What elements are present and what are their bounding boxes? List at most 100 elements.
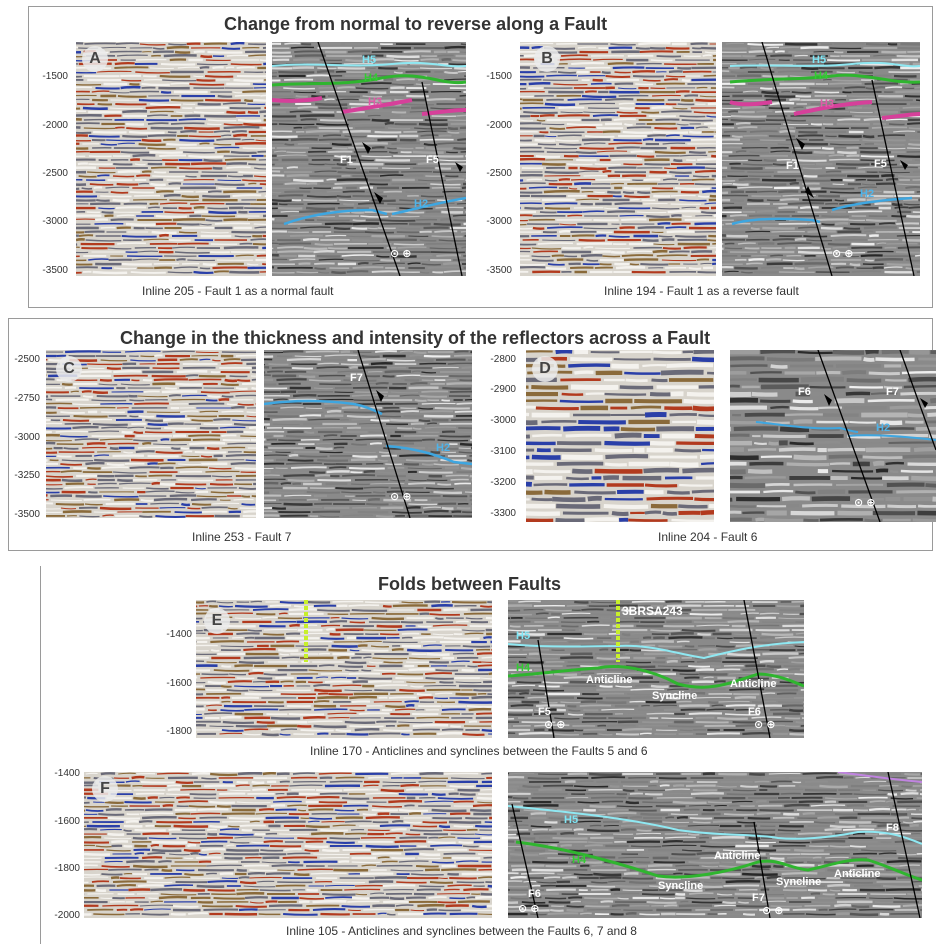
seismic-interpretation-b: H5 H4 H3 F1 F5 H2 ⊙ ⊕: [722, 42, 920, 276]
fault-motion-symbol: ⊙ ⊕: [544, 719, 566, 731]
fault-motion-symbol: ⊙ ⊕: [518, 903, 540, 915]
seismic-raw-b: [520, 42, 716, 276]
panel-badge-d: D: [532, 356, 558, 382]
tick-label: -1400: [166, 629, 192, 640]
label-h5: H5: [564, 814, 579, 826]
label-f5: F5: [426, 154, 439, 166]
label-h4: H4: [516, 662, 531, 674]
tick-label: -2000: [54, 910, 80, 921]
seismic-interpretation-c: F7 H2 ⊙ ⊕: [264, 350, 472, 518]
seismic-raw-a: [76, 42, 266, 276]
label-h4: H4: [814, 70, 829, 82]
panel-badge-e: E: [204, 608, 230, 634]
label-anticline: Anticline: [714, 850, 761, 862]
label-h2: H2: [876, 422, 891, 434]
tick-label: -2500: [486, 168, 512, 179]
label-h3: H3: [368, 96, 383, 108]
tick-label: -2000: [486, 120, 512, 131]
panel-badge-b: B: [534, 46, 560, 72]
caption-a: Inline 205 - Fault 1 as a normal fault: [142, 284, 334, 298]
tick-label: -2500: [14, 354, 40, 365]
caption-e: Inline 170 - Anticlines and synclines be…: [310, 744, 648, 758]
fault-motion-symbol: ⊙ ⊕: [832, 248, 854, 260]
tick-label: -3250: [14, 470, 40, 481]
label-h2: H2: [860, 188, 875, 200]
tick-label: -2500: [42, 168, 68, 179]
section-title-normal-reverse: Change from normal to reverse along a Fa…: [224, 14, 608, 34]
label-f7: F7: [350, 372, 363, 384]
label-syncline: Syncline: [658, 880, 704, 892]
label-f6: F6: [798, 386, 811, 398]
label-h4: H4: [572, 854, 587, 866]
label-f7: F7: [752, 892, 765, 904]
caption-d: Inline 204 - Fault 6: [658, 530, 758, 544]
tick-label: -1800: [54, 863, 80, 874]
tick-label: -3000: [490, 415, 516, 426]
seismic-interpretation-f: H5 H4 F8 Anticline Syncline Syncline Ant…: [508, 772, 922, 918]
label-f1: F1: [786, 160, 799, 172]
label-h5: H5: [362, 54, 377, 66]
section-divider: [40, 566, 41, 944]
panel-badge-a: A: [82, 46, 108, 72]
seismic-interpretation-e: 3BRSA243 H5 H4 Anticline Syncline Anticl…: [508, 600, 804, 738]
label-f5: F5: [538, 706, 551, 718]
tick-label: -3500: [14, 509, 40, 520]
seismic-interpretation-d: F6 F7 H2 ⊙ ⊕: [730, 350, 936, 522]
tick-label: -3300: [490, 508, 516, 519]
label-f6: F6: [748, 706, 761, 718]
label-f7: F7: [886, 386, 899, 398]
label-anticline: Anticline: [586, 674, 633, 686]
seismic-raw-f: [84, 772, 492, 918]
seismic-raw-c: [46, 350, 256, 518]
panel-badge-c: C: [56, 356, 82, 382]
tick-label: -3000: [42, 216, 68, 227]
seismic-raw-e: [196, 600, 492, 738]
tick-label: -3500: [42, 265, 68, 276]
caption-b: Inline 194 - Fault 1 as a reverse fault: [604, 284, 799, 298]
label-h5: H5: [516, 630, 531, 642]
seismic-raw-d: [526, 350, 714, 522]
section-title-folds: Folds between Faults: [378, 574, 562, 594]
tick-label: -3000: [14, 432, 40, 443]
label-syncline: Syncline: [652, 690, 698, 702]
seismic-interpretation-a: H5 H4 H3 F1 F5 H2 ⊙ ⊕: [272, 42, 466, 276]
tick-label: -3000: [486, 216, 512, 227]
tick-label: -3200: [490, 477, 516, 488]
label-f5: F5: [874, 158, 887, 170]
section-title-thickness: Change in the thickness and intensity of…: [120, 328, 711, 348]
label-h4: H4: [364, 72, 379, 84]
label-h5: H5: [812, 54, 827, 66]
tick-label: -3100: [490, 446, 516, 457]
label-anticline: Anticline: [834, 868, 881, 880]
tick-label: -3500: [486, 265, 512, 276]
tick-label: -2000: [42, 120, 68, 131]
well-marker: [304, 600, 308, 662]
tick-label: -2900: [490, 384, 516, 395]
section-normal-reverse: [28, 6, 933, 308]
caption-f: Inline 105 - Anticlines and synclines be…: [286, 924, 637, 938]
tick-label: -1400: [54, 768, 80, 779]
fault-motion-symbol: ⊙ ⊕: [854, 497, 876, 509]
label-h3: H3: [820, 98, 835, 110]
panel-badge-f: F: [92, 776, 118, 802]
tick-label: -1600: [166, 678, 192, 689]
label-well: 3BRSA243: [622, 604, 683, 618]
fault-motion-symbol: ⊙ ⊕: [390, 491, 412, 503]
label-h2: H2: [414, 198, 429, 210]
label-anticline: Anticline: [730, 678, 777, 690]
fault-motion-symbol: ⊙ ⊕: [754, 719, 776, 731]
fault-motion-symbol: ⊙ ⊕: [390, 248, 412, 260]
label-f1: F1: [340, 154, 353, 166]
tick-label: -1500: [42, 71, 68, 82]
caption-c: Inline 253 - Fault 7: [192, 530, 292, 544]
tick-label: -1500: [486, 71, 512, 82]
label-f6: F6: [528, 888, 541, 900]
tick-label: -1600: [54, 816, 80, 827]
label-h2: H2: [436, 442, 451, 454]
tick-label: -2750: [14, 393, 40, 404]
label-f8: F8: [886, 822, 899, 834]
tick-label: -2800: [490, 354, 516, 365]
label-syncline: Syncline: [776, 876, 822, 888]
fault-motion-symbol: ⊙ ⊕: [762, 905, 784, 917]
tick-label: -1800: [166, 726, 192, 737]
